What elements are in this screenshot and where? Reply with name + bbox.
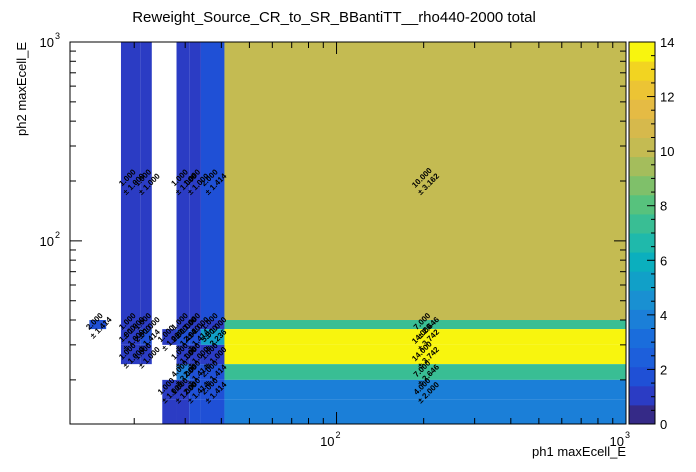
colorbar-segment — [629, 252, 655, 272]
colorbar-segment — [629, 137, 655, 158]
heatmap-cell — [120, 344, 141, 365]
colorbar-segment — [629, 99, 655, 119]
colorbar-tick-label: 10 — [660, 144, 674, 159]
x-tick-exponent: 3 — [625, 430, 630, 440]
colorbar-tick-label: 12 — [660, 90, 674, 105]
heatmap-cell — [224, 379, 627, 400]
colorbar-tick-label: 2 — [660, 362, 667, 377]
colorbar-tick-label: 6 — [660, 253, 667, 268]
plot-frame — [69, 41, 627, 425]
colorbar-segment — [629, 175, 655, 196]
colorbar-segment — [629, 347, 655, 368]
colorbar-segment — [629, 61, 655, 81]
heatmap-cell — [224, 42, 627, 321]
heatmap-cell — [176, 329, 190, 345]
heatmap-cell — [140, 42, 152, 321]
y-tick-label: 10 3 — [40, 31, 60, 50]
heatmap-cell — [162, 329, 177, 345]
heatmap-cell — [224, 329, 627, 345]
heatmap-cell — [189, 320, 201, 330]
y-tick-exponent: 3 — [55, 31, 60, 41]
colorbar-segment — [629, 42, 655, 62]
colorbar-segment — [629, 385, 655, 406]
y-tick-base: 10 — [40, 35, 54, 50]
heatmap-cell — [189, 364, 201, 380]
heatmap-cell — [176, 344, 190, 365]
heatmap-cell — [120, 42, 141, 321]
heatmap-cell — [189, 329, 201, 345]
colorbar-tick-label: 14 — [660, 35, 674, 50]
y-tick-base: 10 — [40, 234, 54, 249]
heatmap-cell — [200, 399, 225, 424]
heatmap-cell — [89, 320, 107, 330]
colorbar-tick-label: 0 — [660, 417, 667, 432]
heatmap-cell — [189, 379, 201, 400]
heatmap-cell — [200, 379, 225, 400]
heatmap-cell — [189, 344, 201, 365]
heatmap-cells — [89, 42, 627, 424]
heatmap-cell — [140, 344, 152, 365]
colorbar-segment — [629, 156, 655, 177]
heatmap-cell — [224, 364, 627, 380]
y-tick-label: 10 2 — [40, 230, 60, 249]
y-axis-label: ph2 maxEcell_E — [14, 42, 29, 136]
x-tick-base: 10 — [320, 434, 334, 449]
colorbar-segment — [629, 80, 655, 100]
heatmap-cell — [176, 42, 190, 321]
heatmap-cell — [140, 329, 152, 345]
colorbar-segment — [629, 233, 655, 253]
colorbar-segment — [629, 271, 655, 291]
heatmap-cell — [200, 320, 225, 330]
heatmap-cell — [200, 344, 225, 365]
heatmap-cell — [176, 320, 190, 330]
heatmap-cell — [176, 399, 190, 424]
heatmap-cell — [189, 42, 201, 321]
colorbar-segment — [629, 118, 655, 138]
x-tick-label: 10 3 — [610, 430, 630, 449]
heatmap-cell — [162, 399, 177, 424]
colorbar-segment — [629, 194, 655, 215]
x-tick-exponent: 2 — [336, 430, 341, 440]
colorbar-tick-label: 8 — [660, 199, 667, 214]
colorbar-segment — [629, 309, 655, 329]
heatmap-cell — [224, 320, 627, 330]
axis-ticks: 10 2 10 310 210 3 — [40, 31, 630, 449]
heatmap-cell — [176, 364, 190, 380]
y-tick-exponent: 2 — [55, 230, 60, 240]
heatmap-cell — [120, 329, 141, 345]
heatmap-cell — [200, 364, 225, 380]
chart-title: Reweight_Source_CR_to_SR_BBantiTT__rho44… — [132, 9, 536, 26]
heatmap-cell — [189, 399, 201, 424]
heatmap-cell — [162, 379, 177, 400]
heatmap-cell — [200, 329, 225, 345]
heatmap-cell — [176, 379, 190, 400]
heatmap-cell — [120, 320, 141, 330]
colorbar-segment — [629, 328, 655, 349]
colorbar-segment — [629, 213, 655, 234]
heatmap-cell — [140, 320, 152, 330]
x-axis-label: ph1 maxEcell_E — [532, 444, 626, 459]
x-tick-base: 10 — [610, 434, 624, 449]
colorbar-segment — [629, 404, 655, 425]
heatmap-cell — [224, 399, 627, 424]
colorbar-segment — [629, 366, 655, 387]
x-tick-label: 10 2 — [320, 430, 340, 449]
heatmap-cell — [200, 42, 225, 321]
color-scale-bar: 0 2 4 6 8 10 12 14 — [628, 35, 674, 432]
colorbar-segment — [629, 290, 655, 310]
colorbar-tick-label: 4 — [660, 308, 667, 323]
heatmap-cell — [224, 344, 627, 365]
